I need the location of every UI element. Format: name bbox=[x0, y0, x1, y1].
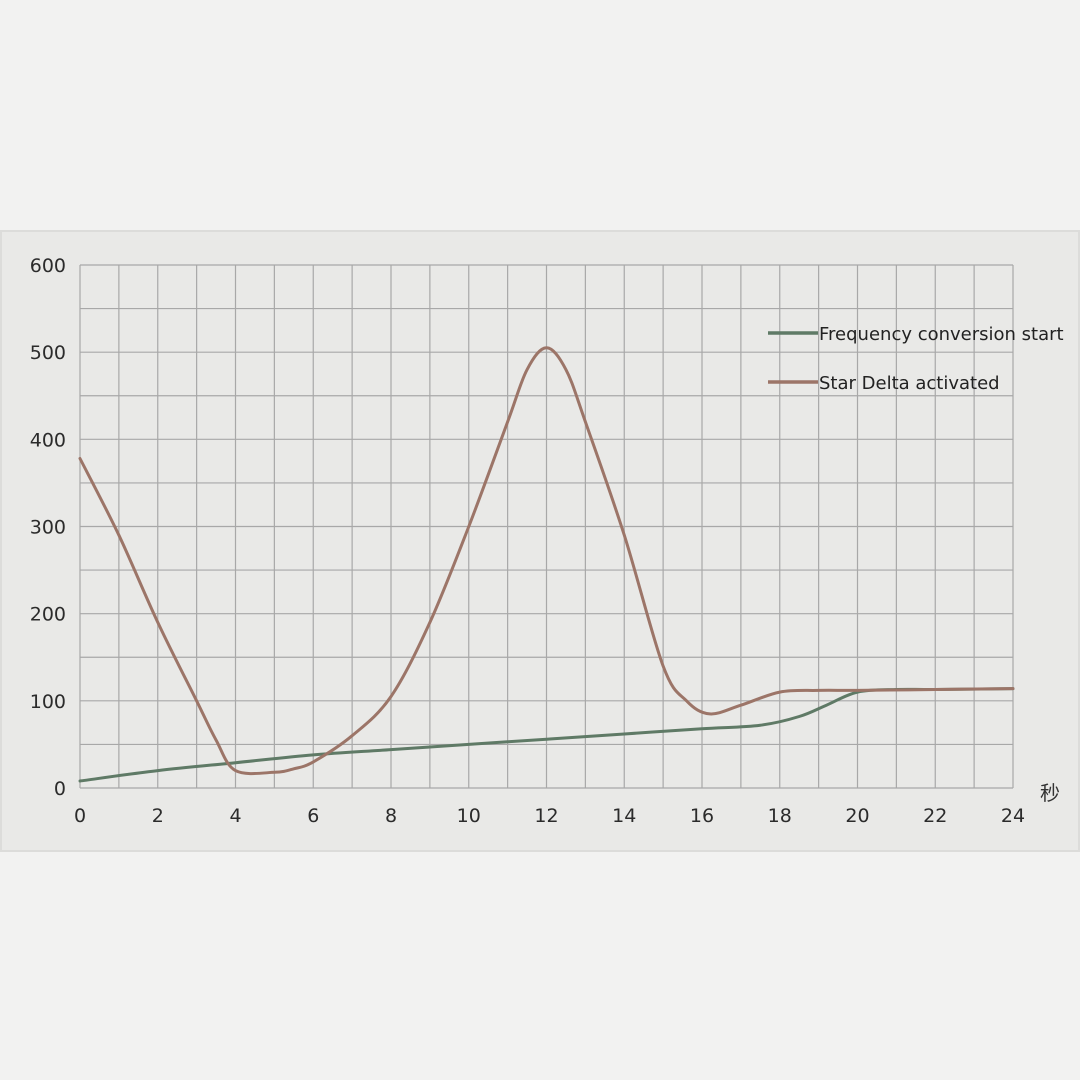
x-tick-label: 6 bbox=[307, 805, 319, 827]
x-tick-label: 8 bbox=[385, 805, 397, 827]
y-tick-label: 500 bbox=[30, 342, 66, 364]
x-tick-label: 22 bbox=[923, 805, 947, 827]
x-tick-label: 24 bbox=[1001, 805, 1025, 827]
y-tick-label: 400 bbox=[30, 429, 66, 451]
x-tick-label: 14 bbox=[612, 805, 636, 827]
x-tick-label: 20 bbox=[845, 805, 869, 827]
y-tick-label: 100 bbox=[30, 691, 66, 713]
series-lines bbox=[78, 346, 1015, 783]
series-line-star-delta-activated bbox=[78, 346, 1015, 776]
x-tick-label: 10 bbox=[457, 805, 481, 827]
x-axis-label: 秒 bbox=[1040, 781, 1060, 805]
y-tick-label: 0 bbox=[54, 778, 66, 800]
x-tick-label: 16 bbox=[690, 805, 714, 827]
chart-paper: 秒 0 2 4 6 8 10 12 14 16 18 20 22 24 0 100 200 300 400 500 6… bbox=[0, 230, 1080, 852]
x-tick-label: 12 bbox=[534, 805, 558, 827]
x-tick-label: 4 bbox=[229, 805, 241, 827]
axes: 秒 0 2 4 6 8 10 12 14 16 18 20 22 2401002003004005006… bbox=[30, 255, 1060, 827]
y-tick-label: 300 bbox=[30, 517, 66, 539]
x-tick-label: 0 bbox=[74, 805, 86, 827]
legend: Frequency conversion start Star Delta act… bbox=[768, 324, 1064, 394]
legend-label: Star Delta activated bbox=[819, 373, 1000, 394]
y-tick-label: 600 bbox=[30, 255, 66, 277]
x-tick-label: 2 bbox=[152, 805, 164, 827]
grid bbox=[79, 264, 1014, 789]
x-tick-label: 18 bbox=[768, 805, 792, 827]
line-chart: 秒 0 2 4 6 8 10 12 14 16 18 20 22 2401002003004005006… bbox=[30, 255, 1064, 827]
y-tick-label: 200 bbox=[30, 604, 66, 626]
legend-label: Frequency conversion start bbox=[819, 324, 1064, 345]
